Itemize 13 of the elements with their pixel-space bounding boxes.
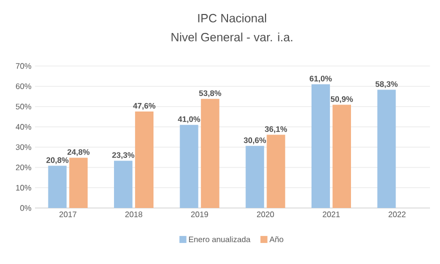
bar: [135, 111, 154, 208]
bar: [114, 160, 132, 208]
chart-title: IPC Nacional: [198, 14, 266, 22]
bar: [377, 90, 396, 208]
bar: [246, 146, 264, 208]
chart-subtitle: Nivel General - var. i.a.: [172, 32, 292, 42]
bar: [312, 84, 330, 208]
bar: [332, 104, 351, 208]
bar: [48, 166, 67, 208]
bar: [69, 158, 88, 208]
bar: [180, 124, 198, 208]
bar: [200, 98, 220, 208]
bar: [266, 134, 286, 208]
